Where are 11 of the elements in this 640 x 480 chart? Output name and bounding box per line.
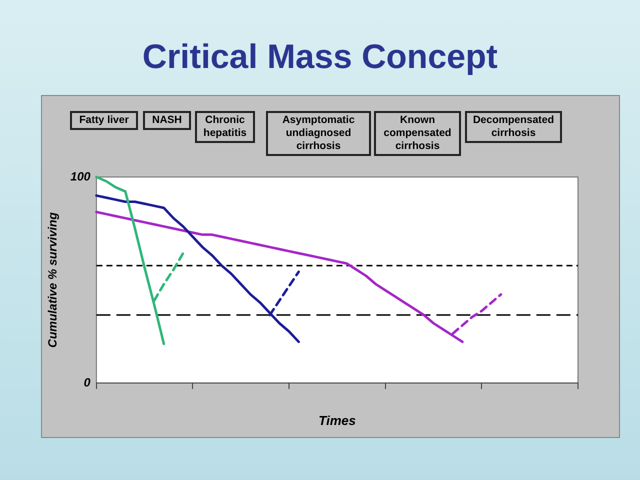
y-tick-label: 100	[70, 169, 91, 184]
x-axis-title: Times	[318, 412, 356, 428]
chart-title: Critical Mass Concept	[141, 38, 499, 77]
text: Chronic hepatitis	[195, 111, 255, 143]
text: NASH	[143, 111, 191, 130]
text: Asymptomatic undiagnosed cirrhosis	[266, 111, 371, 156]
text: Decompensated cirrhosis	[465, 111, 562, 143]
text: Known compensated cirrhosis	[374, 111, 461, 156]
y-axis-title: Cumulative % surviving	[46, 212, 60, 348]
y-tick-label: 0	[84, 375, 91, 390]
text: Fatty liver	[70, 111, 138, 130]
